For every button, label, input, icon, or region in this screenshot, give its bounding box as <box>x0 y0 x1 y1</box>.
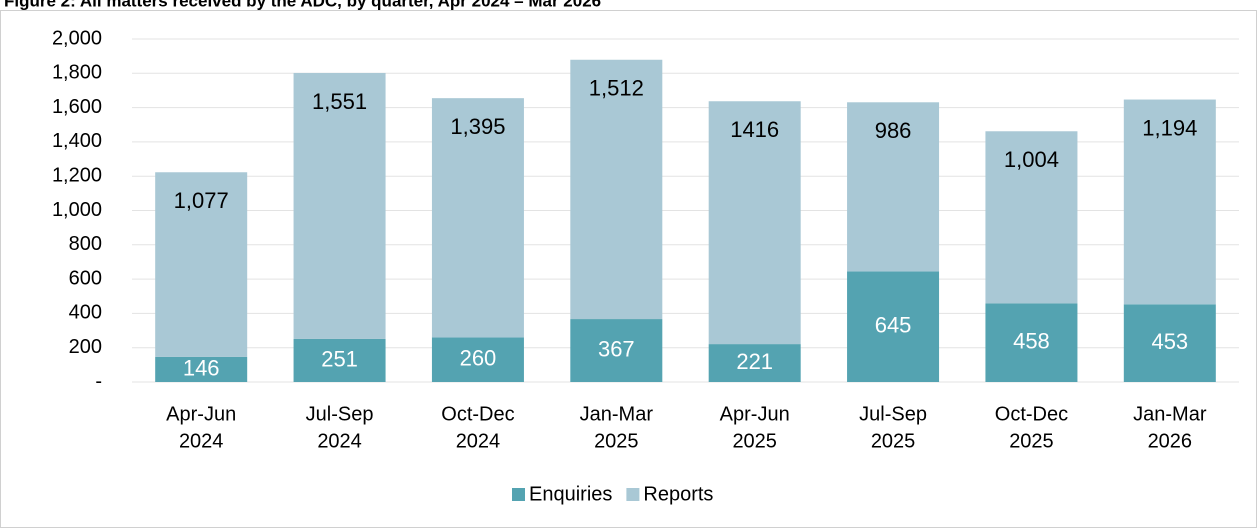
x-tick-label: 2026 <box>1148 430 1193 452</box>
data-label: 251 <box>321 346 358 371</box>
y-tick-label: 1,200 <box>52 164 102 186</box>
bar-segment <box>293 338 386 382</box>
x-tick-label: 2025 <box>871 430 916 452</box>
data-label: 458 <box>1013 329 1050 354</box>
bar-segment <box>847 271 940 382</box>
x-tick-label: Jul-Sep <box>306 403 374 425</box>
x-tick-label: 2025 <box>732 430 777 452</box>
legend-label: Enquiries <box>529 483 612 505</box>
x-tick-label: 2025 <box>1009 430 1054 452</box>
x-tick-label: Apr-Jun <box>720 403 790 425</box>
y-tick-label: 1,000 <box>52 199 102 221</box>
y-tick-label: 1,800 <box>52 62 102 84</box>
y-tick-label: - <box>95 370 102 392</box>
x-tick-label: 2025 <box>594 430 639 452</box>
y-tick-label: 1,600 <box>52 96 102 118</box>
x-tick-label: Jan-Mar <box>580 403 654 425</box>
bar-segment <box>708 344 801 382</box>
x-tick-label: 2024 <box>317 430 362 452</box>
data-label: 645 <box>875 313 912 338</box>
legend-label: Reports <box>643 483 713 505</box>
x-tick-label: Oct-Dec <box>441 403 514 425</box>
x-tick-label: Jan-Mar <box>1133 403 1207 425</box>
data-label: 260 <box>460 346 497 371</box>
data-label: 1416 <box>730 117 779 142</box>
data-label: 1,077 <box>174 188 229 213</box>
bar-segment <box>985 303 1078 382</box>
data-label: 221 <box>736 349 773 374</box>
data-label: 1,194 <box>1142 115 1197 140</box>
data-label: 453 <box>1151 329 1188 354</box>
y-tick-label: 200 <box>69 336 102 358</box>
bar-segment <box>1123 304 1216 382</box>
x-tick-label: 2024 <box>456 430 501 452</box>
bar-segment <box>431 98 524 338</box>
y-tick-label: 600 <box>69 267 102 289</box>
data-label: 986 <box>875 118 912 143</box>
bar-segment <box>431 337 524 382</box>
y-tick-label: 400 <box>69 302 102 324</box>
data-label: 1,512 <box>589 76 644 101</box>
x-tick-label: 2024 <box>179 430 224 452</box>
data-label: 1,004 <box>1004 147 1059 172</box>
bar-segment <box>985 131 1078 304</box>
legend-swatch <box>512 488 525 501</box>
y-tick-label: 2,000 <box>52 27 102 49</box>
bar-segment <box>847 102 940 272</box>
chart-title: Figure 2: All matters received by the AD… <box>4 0 601 10</box>
bar-segment <box>708 101 801 345</box>
x-tick-label: Jul-Sep <box>859 403 927 425</box>
data-label: 146 <box>183 355 220 380</box>
y-tick-label: 1,400 <box>52 130 102 152</box>
data-label: 367 <box>598 336 635 361</box>
x-tick-label: Oct-Dec <box>995 403 1068 425</box>
data-label: 1,395 <box>450 114 505 139</box>
data-label: 1,551 <box>312 89 367 114</box>
bar-segment <box>293 72 386 339</box>
y-tick-label: 800 <box>69 233 102 255</box>
bar-segment <box>570 319 663 382</box>
bar-segment <box>155 172 248 357</box>
legend-swatch <box>626 488 640 501</box>
bar-segment <box>155 356 248 382</box>
bar-segment <box>570 59 663 320</box>
x-tick-label: Apr-Jun <box>166 403 236 425</box>
bar-segment <box>1123 99 1216 305</box>
